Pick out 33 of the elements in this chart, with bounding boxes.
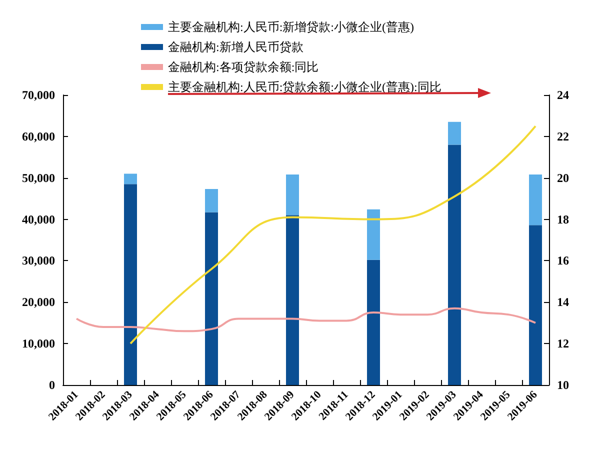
y-tick-label: 10,000 [22, 336, 55, 351]
y2-tick-label: 24 [557, 88, 569, 102]
bar [124, 174, 137, 184]
line-series [76, 307, 536, 332]
y-tick-label: 0 [49, 378, 55, 392]
y-tick-label: 30,000 [22, 254, 55, 268]
legend-label: 金融机构:各项贷款余额:同比 [168, 60, 319, 74]
y2-tick-label: 16 [557, 254, 569, 268]
y-tick-label: 20,000 [22, 295, 55, 310]
bar [448, 122, 461, 145]
line-series [130, 125, 536, 345]
y-tick-label: 50,000 [22, 170, 55, 185]
y2-tick-label: 12 [557, 336, 569, 351]
bar [205, 189, 218, 212]
y2-tick-label: 18 [557, 212, 569, 226]
bar [124, 184, 137, 385]
legend-label: 主要金融机构:人民币:新增贷款:小微企业(普惠) [168, 20, 414, 34]
y-tick-label: 60,000 [22, 129, 55, 144]
y2-tick-label: 22 [557, 129, 569, 144]
bar [529, 225, 542, 385]
y-tick-label: 70,000 [22, 88, 55, 102]
y2-tick-label: 14 [557, 295, 569, 310]
bar [205, 212, 218, 385]
legend-label: 金融机构:新增人民币贷款 [168, 40, 304, 54]
bar [367, 260, 380, 385]
y2-tick-label: 20 [557, 170, 569, 185]
bar [529, 174, 542, 226]
bar [286, 215, 299, 385]
bar [367, 209, 380, 260]
y2-tick-label: 10 [557, 378, 569, 392]
bar [286, 174, 299, 216]
bar [448, 144, 461, 385]
y-tick-label: 40,000 [22, 212, 55, 226]
